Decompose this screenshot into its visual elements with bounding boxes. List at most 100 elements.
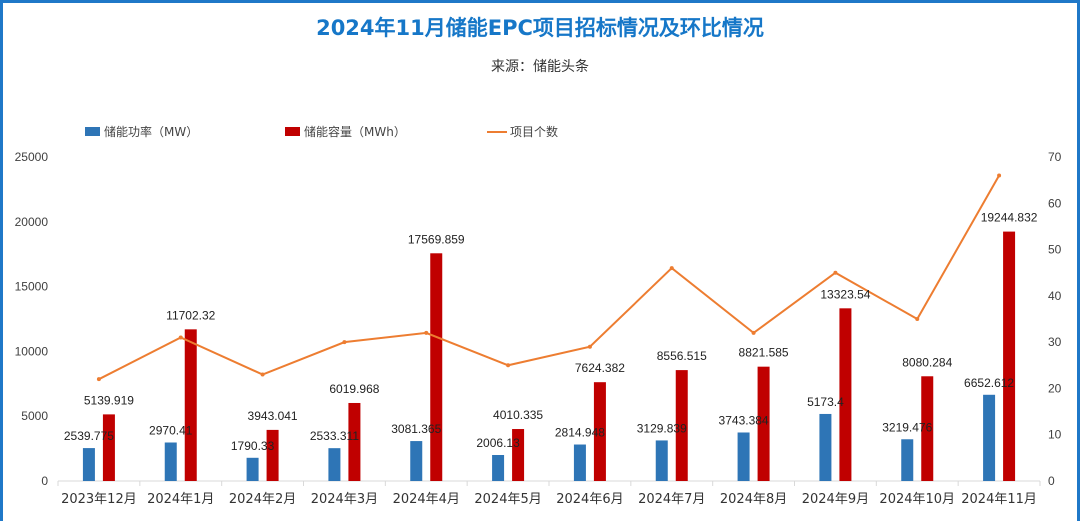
line-point-project-count xyxy=(506,363,511,368)
legend-label-capacity: 储能容量（MWh） xyxy=(304,124,406,139)
x-axis-tick-label: 2024年10月 xyxy=(879,492,955,507)
x-axis-tick-label: 2024年1月 xyxy=(147,492,214,507)
y2-axis-tick-label: 60 xyxy=(1048,196,1062,210)
y-axis-tick-label: 10000 xyxy=(15,344,49,358)
legend-swatch-capacity xyxy=(285,127,300,136)
line-point-project-count xyxy=(178,335,183,340)
y-axis-tick-label: 20000 xyxy=(15,215,49,229)
legend-swatch-power xyxy=(85,127,100,136)
bar-power xyxy=(246,457,259,481)
x-axis-tick-label: 2024年7月 xyxy=(638,492,705,507)
bar-capacity xyxy=(593,382,606,481)
bar-power xyxy=(983,394,996,481)
data-label-power: 2814.948 xyxy=(555,426,605,440)
y2-axis-tick-label: 20 xyxy=(1048,381,1062,395)
bar-capacity xyxy=(102,414,115,481)
bar-power xyxy=(82,448,95,481)
data-label-power: 6652.612 xyxy=(964,376,1014,390)
bar-power xyxy=(819,413,832,481)
line-project-count xyxy=(98,175,1000,381)
x-axis-tick-label: 2024年2月 xyxy=(229,492,296,507)
data-label-power: 1790.33 xyxy=(231,439,275,453)
bar-power xyxy=(573,444,586,481)
data-label-capacity: 3943.041 xyxy=(248,409,298,423)
data-label-capacity: 11702.32 xyxy=(166,308,215,322)
line-point-project-count xyxy=(751,330,756,335)
x-axis-tick-label: 2023年12月 xyxy=(61,492,137,507)
chart-subtitle: 来源：储能头条 xyxy=(491,59,589,75)
legend-item-count[interactable]: 项目个数 xyxy=(487,124,558,139)
bar-power xyxy=(901,439,914,481)
data-label-power: 3081.365 xyxy=(391,422,441,436)
bar-power xyxy=(655,440,668,481)
data-label-capacity: 17569.859 xyxy=(408,232,465,246)
x-axis-tick-label: 2024年8月 xyxy=(720,492,787,507)
bar-power xyxy=(492,455,505,481)
x-axis-tick-label: 2024年6月 xyxy=(556,492,623,507)
data-label-power: 3219.476 xyxy=(882,420,932,434)
line-point-project-count xyxy=(997,173,1002,178)
data-label-power: 2970.41 xyxy=(149,424,193,438)
legend-label-count: 项目个数 xyxy=(510,124,558,139)
bar-power xyxy=(328,448,341,481)
bar-capacity xyxy=(184,329,197,481)
line-point-project-count xyxy=(260,372,265,377)
y2-axis-tick-label: 40 xyxy=(1048,289,1062,303)
y-axis-tick-label: 25000 xyxy=(15,150,49,164)
legend-item-power[interactable]: 储能功率（MW） xyxy=(85,124,198,139)
data-label-power: 3743.384 xyxy=(719,413,769,427)
y2-axis-tick-label: 30 xyxy=(1048,335,1062,349)
data-label-capacity: 19244.832 xyxy=(981,211,1038,225)
data-label-capacity: 6019.968 xyxy=(329,382,379,396)
data-label-power: 2006.13 xyxy=(476,436,520,450)
data-label-capacity: 8556.515 xyxy=(657,349,707,363)
y-axis-tick-label: 15000 xyxy=(15,280,49,294)
data-label-power: 2539.775 xyxy=(64,429,114,443)
line-point-project-count xyxy=(669,266,674,271)
line-point-project-count xyxy=(96,377,101,382)
line-point-project-count xyxy=(833,270,838,275)
y-axis-tick-label: 5000 xyxy=(21,409,48,423)
y-axis-tick-label: 0 xyxy=(41,474,48,488)
bar-capacity xyxy=(839,308,852,481)
x-axis-tick-label: 2024年5月 xyxy=(474,492,541,507)
line-point-project-count xyxy=(424,330,429,335)
x-axis-tick-label: 2024年4月 xyxy=(393,492,460,507)
y2-axis-tick-label: 70 xyxy=(1048,150,1062,164)
legend: 储能功率（MW） 储能容量（MWh） 项目个数 xyxy=(85,124,558,139)
data-label-capacity: 4010.335 xyxy=(493,408,543,422)
y2-axis-tick-label: 50 xyxy=(1048,243,1062,257)
x-axis-tick-label: 2024年3月 xyxy=(311,492,378,507)
bar-capacity xyxy=(512,429,525,481)
bar-power xyxy=(164,442,177,481)
bar-capacity xyxy=(1003,231,1016,481)
line-point-project-count xyxy=(915,317,920,321)
bar-power xyxy=(410,441,423,481)
data-label-capacity: 5139.919 xyxy=(84,393,134,407)
data-label-capacity: 8821.585 xyxy=(739,346,789,360)
data-label-power: 3129.839 xyxy=(637,421,687,435)
x-axis-tick-label: 2024年11月 xyxy=(961,492,1037,507)
y2-axis-tick-label: 10 xyxy=(1048,428,1062,442)
bar-capacity xyxy=(675,370,688,481)
data-label-power: 5173.4 xyxy=(807,395,844,409)
bar-capacity xyxy=(921,376,934,481)
y2-axis-tick-label: 0 xyxy=(1048,474,1055,488)
bar-power xyxy=(737,432,750,481)
bar-capacity xyxy=(348,402,361,481)
line-point-project-count xyxy=(342,340,347,345)
data-label-capacity: 13323.54 xyxy=(820,287,870,301)
bar-capacity xyxy=(757,366,770,481)
bar-capacity xyxy=(266,429,279,481)
chart-title: 2024年11月储能EPC项目招标情况及环比情况 xyxy=(316,16,764,40)
legend-item-capacity[interactable]: 储能容量（MWh） xyxy=(285,124,406,139)
bar-capacity xyxy=(430,253,443,481)
line-point-project-count xyxy=(587,344,592,349)
data-label-capacity: 8080.284 xyxy=(902,355,952,369)
data-label-capacity: 7624.382 xyxy=(575,361,625,375)
x-axis-tick-label: 2024年9月 xyxy=(802,492,869,507)
data-label-power: 2533.311 xyxy=(310,429,359,443)
legend-label-power: 储能功率（MW） xyxy=(104,124,198,139)
